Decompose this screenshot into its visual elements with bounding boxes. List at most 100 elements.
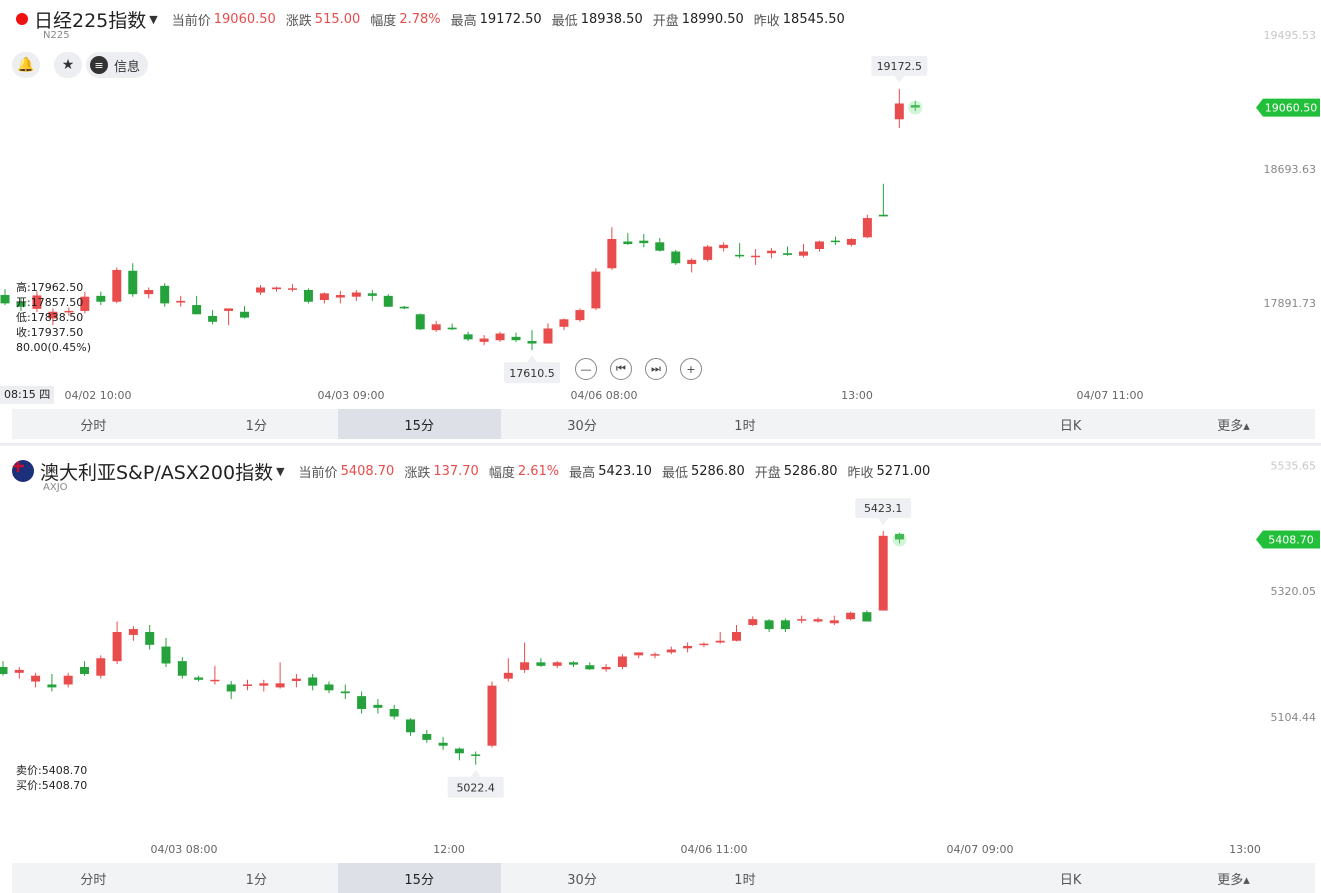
stat-label: 最低 xyxy=(661,465,688,481)
ohlc-high: 高:17962.50 xyxy=(16,281,84,294)
candle xyxy=(607,227,617,270)
candle xyxy=(575,308,585,322)
chevron-down-icon[interactable]: ▼ xyxy=(149,12,158,26)
candle xyxy=(878,531,888,611)
max-price-label: 19172.5 xyxy=(871,55,928,83)
x-tick-label: 04/07 11:00 xyxy=(1077,389,1144,402)
x-tick-label: 13:00 xyxy=(841,389,873,402)
candle xyxy=(351,290,361,301)
tab-15分[interactable]: 15分 xyxy=(337,409,501,439)
candle xyxy=(415,313,425,331)
japan-flag-icon xyxy=(16,13,28,25)
zoom-in-icon[interactable]: + xyxy=(680,358,702,380)
tab-分时[interactable]: 分时 xyxy=(80,872,107,888)
svg-text:19060.50: 19060.50 xyxy=(1265,102,1318,115)
candle xyxy=(96,655,106,679)
candle xyxy=(340,684,350,700)
candle xyxy=(226,680,236,700)
tab-更多[interactable]: 更多▴ xyxy=(1217,872,1250,888)
candle xyxy=(438,736,448,750)
info-button-label: 信息 xyxy=(114,59,141,75)
tab-15分[interactable]: 15分 xyxy=(337,863,501,893)
candle xyxy=(128,626,138,641)
candle xyxy=(527,330,537,351)
candle xyxy=(862,214,872,239)
tab-日K[interactable]: 日K xyxy=(1059,872,1082,888)
stat-value: 2.78% xyxy=(399,11,441,27)
candle xyxy=(80,291,90,314)
candle xyxy=(224,308,234,326)
tab-30分[interactable]: 30分 xyxy=(567,418,597,434)
candle xyxy=(846,611,856,621)
tab-blank[interactable] xyxy=(826,409,989,439)
stat-value: 5286.80 xyxy=(690,463,745,479)
candle xyxy=(367,290,377,301)
stat-value: 5286.80 xyxy=(783,463,838,479)
y-tick-label: 5104.44 xyxy=(1271,711,1317,724)
candle xyxy=(751,249,761,265)
candle xyxy=(291,673,301,688)
nikkei-chart[interactable]: 19495.53 18693.63 17891.73 04/02 10:00 04/03… xyxy=(0,0,1321,440)
tab-分时[interactable]: 分时 xyxy=(80,418,107,434)
candle xyxy=(671,249,681,265)
stat-label: 昨收 xyxy=(753,13,780,29)
candle xyxy=(48,308,58,326)
ohlc-change: 80.00(0.45%) xyxy=(16,341,92,354)
stat-label: 最高 xyxy=(569,465,596,481)
tab-1时[interactable]: 1时 xyxy=(734,418,756,434)
zoom-out-icon[interactable]: — xyxy=(575,358,597,380)
tab-30分[interactable]: 30分 xyxy=(567,872,597,888)
candle xyxy=(96,291,106,306)
bell-icon[interactable]: 🔔 xyxy=(12,52,40,78)
candle xyxy=(177,657,187,679)
candle xyxy=(194,675,204,682)
candle xyxy=(748,616,758,627)
candle xyxy=(655,238,665,252)
x-tick-label: 04/03 09:00 xyxy=(318,389,385,402)
tab-更多[interactable]: 更多▴ xyxy=(1217,418,1250,434)
candle xyxy=(271,286,281,292)
candle xyxy=(389,704,399,720)
candle xyxy=(495,331,505,342)
candle xyxy=(910,100,920,111)
candle xyxy=(797,615,807,624)
star-icon[interactable]: ★ xyxy=(54,52,82,78)
stat-value: 18545.50 xyxy=(782,11,845,27)
crosshair-time-label: 08:15 四 xyxy=(0,386,55,404)
x-tick-label: 04/06 08:00 xyxy=(571,389,638,402)
candle xyxy=(431,320,441,332)
asx200-chart[interactable]: 5535.65 5320.05 5104.44 04/03 08:00 12:00 04/… xyxy=(0,452,1321,892)
info-button[interactable]: ≡ 信息 xyxy=(86,52,149,78)
candle xyxy=(275,662,285,689)
candle xyxy=(14,666,24,679)
skip-forward-icon[interactable]: ⏭ xyxy=(645,358,667,380)
candle xyxy=(735,243,745,259)
candle xyxy=(308,673,318,691)
asx200-title[interactable]: 澳大利亚S&P/ASX200指数 xyxy=(40,461,274,484)
chevron-down-icon[interactable]: ▼ xyxy=(276,464,285,478)
candle xyxy=(259,679,269,692)
current-price-tag: 19060.50 xyxy=(1256,98,1320,117)
asx200-code: AXJO xyxy=(43,482,68,493)
tab-1时[interactable]: 1时 xyxy=(734,872,756,888)
candle xyxy=(176,295,186,307)
y-tick-label: 5320.05 xyxy=(1271,585,1317,598)
min-price-label: 17610.5 xyxy=(504,355,561,384)
candle xyxy=(552,661,562,669)
candle xyxy=(210,665,220,685)
tab-1分[interactable]: 1分 xyxy=(245,418,267,434)
svg-text:17610.5: 17610.5 xyxy=(509,367,555,380)
tab-1分[interactable]: 1分 xyxy=(245,872,267,888)
stat-label: 涨跌 xyxy=(404,465,431,481)
tab-blank[interactable] xyxy=(826,863,989,893)
candle xyxy=(799,243,808,258)
y-tick-label: 18693.63 xyxy=(1264,163,1317,176)
tab-日K[interactable]: 日K xyxy=(1059,418,1082,434)
skip-back-icon[interactable]: ⏮ xyxy=(610,358,632,380)
candle xyxy=(666,646,676,655)
candle xyxy=(145,625,155,650)
candle xyxy=(617,654,627,670)
nikkei-title[interactable]: 日经225指数 xyxy=(34,9,147,32)
candle xyxy=(715,632,725,644)
candle xyxy=(0,289,10,306)
